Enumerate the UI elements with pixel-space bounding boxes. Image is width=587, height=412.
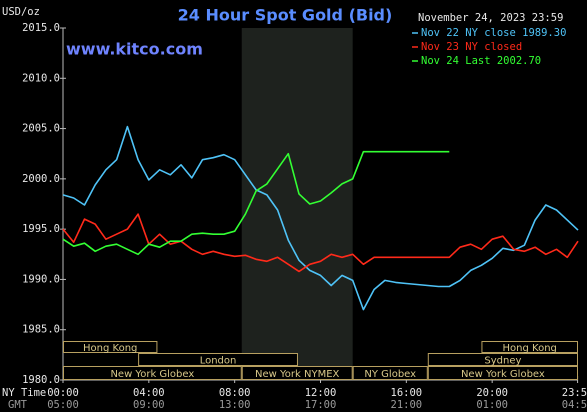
session-label: London bbox=[200, 356, 237, 367]
legend-label: Nov 24 Last 2002.70 bbox=[421, 55, 541, 67]
y-tick-label: 1990.0 bbox=[22, 273, 60, 285]
x-row-label: NY Time bbox=[2, 387, 46, 399]
session-box bbox=[481, 341, 578, 353]
session-box bbox=[427, 366, 578, 380]
session-box bbox=[352, 366, 428, 380]
session-box bbox=[427, 353, 578, 366]
chart-title: 24 Hour Spot Gold (Bid) bbox=[178, 6, 393, 25]
x-tick-label: 20:00 bbox=[476, 387, 508, 399]
series-line bbox=[62, 125, 579, 311]
session-label: Sydney bbox=[484, 356, 521, 367]
x2-tick-label: 01:00 bbox=[476, 399, 508, 411]
y-tick-label: 1985.0 bbox=[22, 324, 60, 336]
y-tick-label: 2000.0 bbox=[22, 173, 60, 185]
session-label: New York NYMEX bbox=[255, 369, 340, 380]
y-tick-label: 1995.0 bbox=[22, 223, 60, 235]
x-tick-label: 12:00 bbox=[305, 387, 337, 399]
x2-tick-label: 21:00 bbox=[391, 399, 423, 411]
x-tick-label: 08:00 bbox=[219, 387, 251, 399]
x2-tick-label: 13:00 bbox=[219, 399, 251, 411]
y-tick-label: 2005.0 bbox=[22, 123, 60, 135]
session-box bbox=[63, 366, 242, 380]
session-box bbox=[63, 341, 158, 353]
x-tick-label: 23:59 bbox=[562, 387, 587, 399]
session-label: Hong Kong bbox=[503, 343, 557, 354]
session-label: New York Globex bbox=[110, 369, 194, 380]
session-label: NY Globex bbox=[364, 369, 416, 380]
legend-label: Nov 22 NY close 1989.30 bbox=[421, 27, 566, 39]
date-label: November 24, 2023 23:59 bbox=[418, 12, 563, 24]
session-label: Hong Kong bbox=[83, 343, 137, 354]
y-unit-label: USD/oz bbox=[2, 6, 40, 18]
x2-tick-label: 04:59 bbox=[562, 399, 587, 411]
x-tick-label: 00:00 bbox=[47, 387, 79, 399]
series-line bbox=[62, 150, 450, 256]
x2-row-label: GMT bbox=[8, 399, 28, 411]
x2-tick-label: 09:00 bbox=[133, 399, 165, 411]
shaded-region bbox=[241, 28, 353, 380]
y-tick-label: 2015.0 bbox=[22, 22, 60, 34]
x2-tick-label: 17:00 bbox=[305, 399, 337, 411]
legend-label: Nov 23 NY closed bbox=[421, 41, 522, 53]
x-tick-label: 04:00 bbox=[133, 387, 165, 399]
session-label: New York Globex bbox=[461, 369, 545, 380]
session-box bbox=[138, 353, 298, 366]
y-tick-label: 2010.0 bbox=[22, 72, 60, 84]
watermark: www.kitco.com bbox=[66, 40, 203, 59]
session-box bbox=[241, 366, 353, 380]
y-tick-label: 1980.0 bbox=[22, 374, 60, 386]
x-tick-label: 16:00 bbox=[391, 387, 423, 399]
x2-tick-label: 05:00 bbox=[47, 399, 79, 411]
